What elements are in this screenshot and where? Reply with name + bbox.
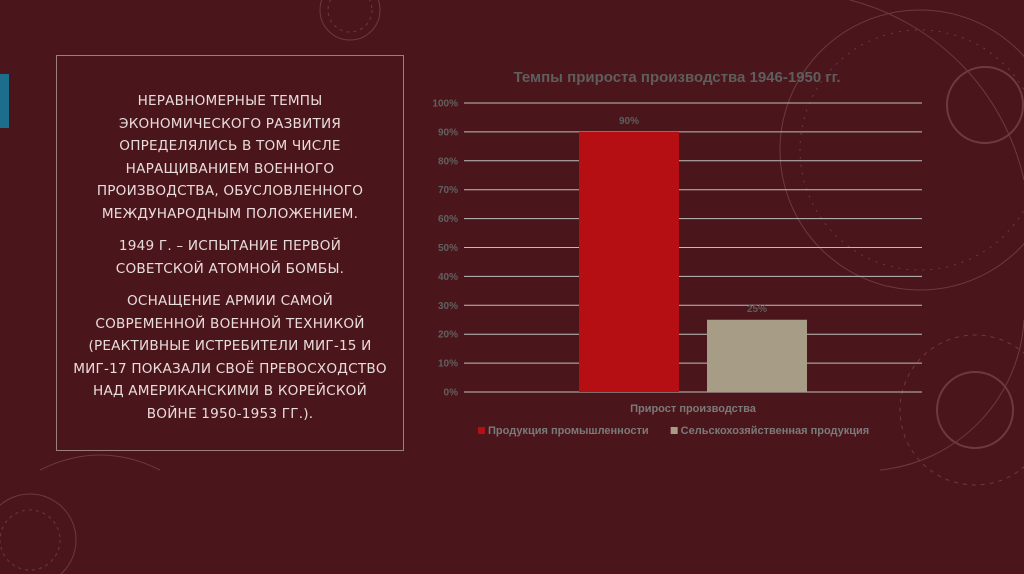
y-tick-label: 10% xyxy=(438,359,458,370)
text-panel: Неравномерные темпы экономического разви… xyxy=(56,55,404,451)
chart-title: Темпы прироста производства 1946-1950 гг… xyxy=(513,69,840,86)
y-tick-label: 100% xyxy=(432,99,458,110)
y-tick-label: 50% xyxy=(438,243,458,254)
bar-chart: Темпы прироста производства 1946-1950 гг… xyxy=(432,69,922,437)
bar-industry xyxy=(579,131,679,392)
paragraph-atomic-bomb: 1949 г. – испытание первой советской ато… xyxy=(115,238,345,277)
y-tick-label: 0% xyxy=(444,388,459,399)
legend-swatch xyxy=(670,427,678,434)
y-tick-label: 80% xyxy=(438,156,458,167)
y-tick-label: 40% xyxy=(438,272,458,283)
y-tick-label: 90% xyxy=(438,127,458,138)
y-tick-label: 30% xyxy=(438,301,458,312)
paragraph-economic-development: Неравномерные темпы экономического разви… xyxy=(96,93,364,222)
data-label: 25% xyxy=(747,304,767,315)
category-label: Прирост производства xyxy=(630,403,757,415)
legend-swatch xyxy=(478,427,485,434)
y-tick-label: 60% xyxy=(438,214,458,225)
y-tick-label: 70% xyxy=(438,185,458,196)
bar-agriculture xyxy=(707,319,807,392)
legend-entry: Сельскохозяйственная продукция xyxy=(681,425,870,437)
data-label: 90% xyxy=(619,116,639,127)
accent-bar xyxy=(0,74,9,128)
legend-entry: Продукция промышленности xyxy=(488,425,649,437)
y-tick-label: 20% xyxy=(438,330,458,341)
paragraph-army-equipment: Оснащение армии самой современной военно… xyxy=(73,293,387,422)
